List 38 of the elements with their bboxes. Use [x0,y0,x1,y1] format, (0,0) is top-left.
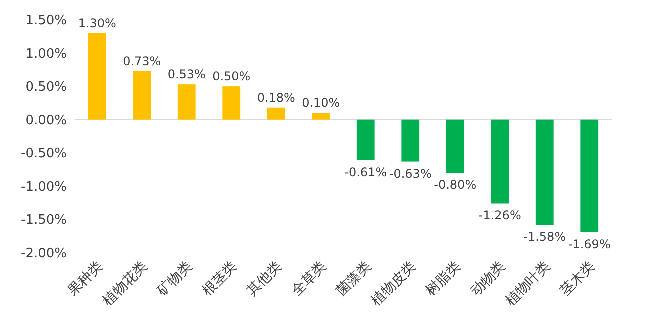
x-tick-label: 矿物类 [154,258,196,300]
x-tick-label: 茎木类 [557,258,598,300]
x-tick-label: 根茎类 [199,258,240,300]
bar [222,86,241,120]
bar [536,120,554,226]
x-tick-label: 全草类 [288,258,330,300]
y-tick-label: -0.50% [21,146,67,162]
y-tick-label: 1.50% [26,14,67,28]
data-label: -1.26% [478,208,522,223]
y-tick-label: 0.50% [26,80,67,96]
data-label: -0.61% [344,165,388,180]
x-tick-label: 其他类 [244,258,286,300]
y-tick-label: -1.50% [21,213,67,228]
bar [402,120,420,162]
y-tick-label: 1.00% [26,46,67,62]
bar [178,84,196,120]
bar [356,120,375,160]
data-label: -1.69% [568,237,611,252]
data-label: 0.53% [168,68,206,82]
bar [88,33,106,120]
bar [491,120,510,204]
y-tick-label: 0.00% [26,113,67,128]
data-label: -1.58% [524,230,566,244]
data-label: 0.50% [212,70,251,84]
bar [580,120,599,232]
data-label: 0.18% [257,90,296,105]
data-label: -0.80% [434,178,477,192]
x-tick-label: 树脂类 [423,258,464,300]
data-label: 0.73% [123,54,162,68]
data-label: -0.63% [389,166,432,181]
bar [446,120,464,174]
data-label: 1.30% [78,16,116,30]
bar [312,113,330,120]
y-tick-label: -1.00% [21,180,67,195]
bar [133,71,152,120]
data-label: 0.10% [302,96,340,110]
bar [267,108,286,120]
y-tick-label: -2.00% [21,246,67,262]
